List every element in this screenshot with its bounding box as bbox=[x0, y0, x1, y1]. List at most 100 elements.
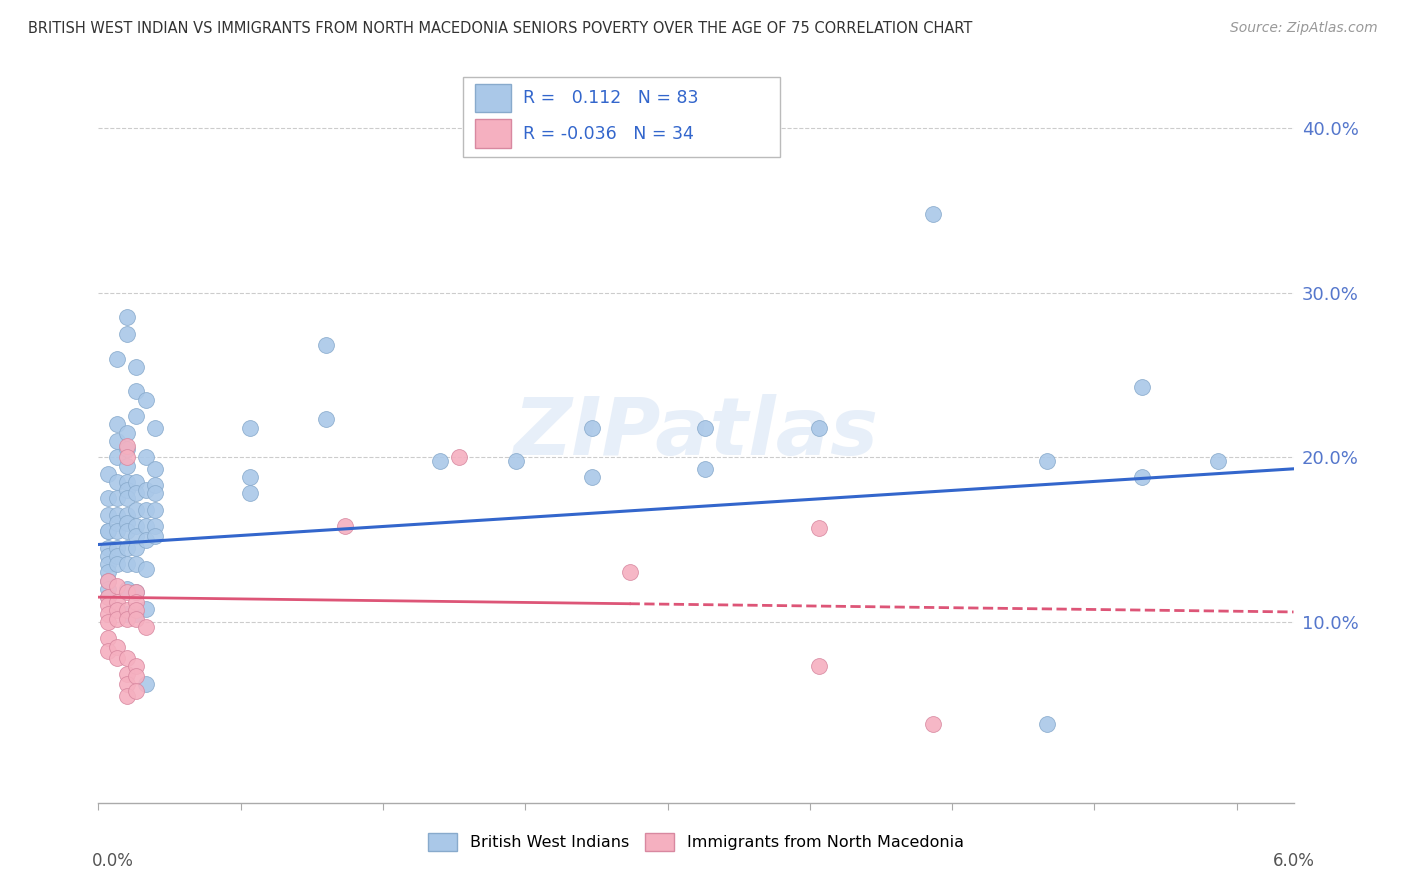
Point bbox=[97, 632, 120, 646]
Point bbox=[115, 450, 138, 465]
Point bbox=[1036, 716, 1059, 731]
Point bbox=[97, 508, 120, 522]
Point bbox=[1130, 470, 1153, 484]
Point bbox=[143, 478, 166, 492]
Point bbox=[125, 384, 148, 399]
Point bbox=[97, 467, 120, 481]
FancyBboxPatch shape bbox=[475, 120, 510, 147]
Point bbox=[135, 450, 157, 465]
Point bbox=[125, 585, 148, 599]
Point bbox=[97, 524, 120, 539]
Point bbox=[97, 558, 120, 572]
Point bbox=[143, 519, 166, 533]
Point bbox=[105, 516, 128, 530]
Point bbox=[97, 524, 120, 539]
Point bbox=[125, 585, 148, 599]
Point bbox=[143, 529, 166, 543]
Point bbox=[447, 450, 470, 465]
Point bbox=[97, 644, 120, 658]
Point bbox=[135, 483, 157, 498]
Point bbox=[505, 453, 527, 467]
Point bbox=[105, 351, 128, 366]
FancyBboxPatch shape bbox=[475, 84, 510, 112]
Point bbox=[143, 462, 166, 476]
Point bbox=[115, 585, 138, 599]
Point bbox=[135, 533, 157, 547]
Point bbox=[115, 541, 138, 555]
Point bbox=[105, 434, 128, 448]
Point bbox=[97, 549, 120, 563]
Point bbox=[97, 582, 120, 596]
Point bbox=[115, 442, 138, 456]
Point bbox=[429, 453, 451, 467]
Point bbox=[97, 491, 120, 506]
Point bbox=[105, 475, 128, 489]
Point bbox=[105, 417, 128, 432]
Point bbox=[115, 475, 138, 489]
Point bbox=[115, 425, 138, 440]
Text: 6.0%: 6.0% bbox=[1272, 852, 1315, 870]
Point bbox=[125, 595, 148, 609]
Point bbox=[97, 574, 120, 588]
Point bbox=[115, 651, 138, 665]
Point bbox=[808, 659, 831, 673]
Point bbox=[97, 615, 120, 629]
Point bbox=[239, 470, 262, 484]
Point bbox=[97, 607, 120, 621]
Point bbox=[115, 524, 138, 539]
Point bbox=[922, 207, 945, 221]
Point bbox=[315, 338, 337, 352]
Point bbox=[105, 558, 128, 572]
Point bbox=[1036, 453, 1059, 467]
Point bbox=[115, 603, 138, 617]
Point bbox=[581, 470, 603, 484]
Point bbox=[135, 601, 157, 615]
Point bbox=[581, 420, 603, 434]
Legend: British West Indians, Immigrants from North Macedonia: British West Indians, Immigrants from No… bbox=[422, 827, 970, 858]
Point bbox=[239, 486, 262, 500]
Point bbox=[97, 599, 120, 613]
Point bbox=[97, 541, 120, 555]
Point bbox=[125, 519, 148, 533]
Point bbox=[125, 558, 148, 572]
Point bbox=[125, 486, 148, 500]
Point bbox=[115, 508, 138, 522]
Point bbox=[105, 524, 128, 539]
Point bbox=[115, 677, 138, 691]
Point bbox=[115, 558, 138, 572]
Point bbox=[619, 566, 641, 580]
Point bbox=[922, 716, 945, 731]
Point bbox=[97, 590, 120, 604]
Point bbox=[125, 409, 148, 424]
Point bbox=[143, 486, 166, 500]
Point bbox=[105, 651, 128, 665]
Point bbox=[105, 579, 128, 593]
Point bbox=[315, 412, 337, 426]
Point bbox=[143, 420, 166, 434]
Point bbox=[135, 620, 157, 634]
Text: R =   0.112   N = 83: R = 0.112 N = 83 bbox=[523, 89, 699, 107]
Point bbox=[135, 677, 157, 691]
Point bbox=[115, 607, 138, 621]
Point bbox=[135, 503, 157, 517]
FancyBboxPatch shape bbox=[463, 78, 780, 157]
Point bbox=[105, 640, 128, 654]
Point bbox=[115, 611, 138, 625]
Point bbox=[135, 562, 157, 576]
Point bbox=[105, 508, 128, 522]
Point bbox=[115, 491, 138, 506]
Point bbox=[105, 595, 128, 609]
Point bbox=[808, 420, 831, 434]
Text: Source: ZipAtlas.com: Source: ZipAtlas.com bbox=[1230, 21, 1378, 35]
Point bbox=[97, 590, 120, 604]
Point bbox=[695, 420, 717, 434]
Point bbox=[143, 503, 166, 517]
Point bbox=[1130, 379, 1153, 393]
Text: ZIPatlas: ZIPatlas bbox=[513, 393, 879, 472]
Point bbox=[695, 462, 717, 476]
Point bbox=[135, 519, 157, 533]
Point bbox=[115, 516, 138, 530]
Point bbox=[105, 541, 128, 555]
Point bbox=[115, 582, 138, 596]
Point bbox=[125, 529, 148, 543]
